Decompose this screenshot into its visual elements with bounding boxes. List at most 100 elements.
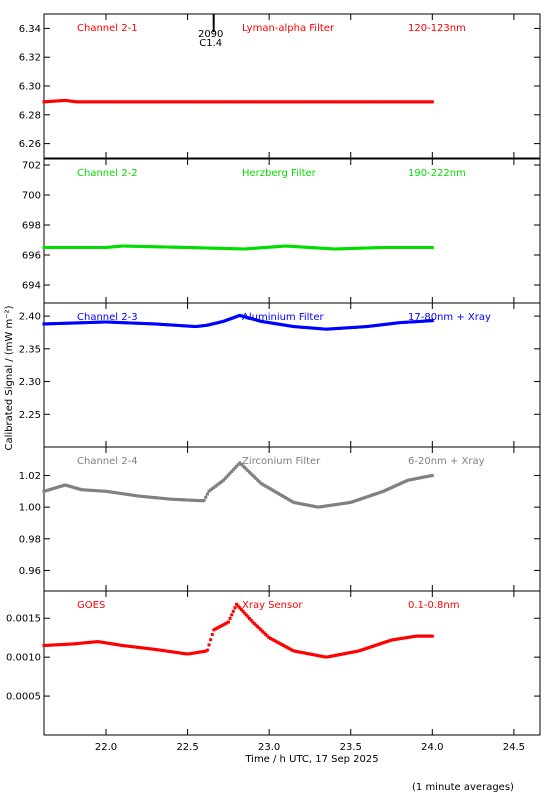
data-point	[84, 100, 88, 104]
data-point	[235, 247, 239, 251]
data-point	[214, 246, 218, 250]
data-point	[338, 247, 342, 251]
data-point	[147, 647, 151, 651]
data-point	[408, 246, 412, 249]
data-point	[430, 473, 434, 477]
data-point	[58, 99, 62, 103]
data-point	[425, 474, 429, 478]
data-point	[141, 321, 145, 325]
data-point	[281, 244, 285, 248]
event-marker-number: 2090	[198, 29, 223, 40]
data-point	[73, 642, 77, 646]
data-point	[283, 100, 287, 104]
data-point	[52, 486, 56, 490]
data-point	[346, 651, 350, 655]
data-point	[319, 654, 323, 658]
data-point	[226, 100, 230, 104]
data-point	[369, 324, 373, 328]
data-point	[121, 321, 125, 325]
data-point	[235, 464, 239, 468]
data-point	[212, 100, 216, 104]
data-point	[425, 319, 429, 323]
y-tick-label: 0.0010	[6, 653, 41, 664]
data-point	[112, 490, 116, 494]
data-point	[299, 650, 303, 654]
data-point	[78, 321, 82, 325]
data-point	[207, 643, 211, 647]
data-point	[299, 100, 303, 104]
data-point	[196, 246, 200, 250]
data-point	[332, 503, 336, 507]
data-point	[298, 245, 302, 249]
data-point	[349, 246, 353, 250]
data-point	[139, 244, 143, 248]
data-point	[341, 326, 345, 330]
data-point	[150, 495, 154, 499]
data-point	[144, 322, 148, 326]
data-point	[351, 650, 355, 654]
data-point	[196, 100, 200, 104]
data-point	[341, 652, 345, 656]
data-point	[231, 100, 235, 104]
data-point	[338, 653, 342, 657]
data-point	[225, 475, 229, 479]
data-point	[372, 100, 376, 104]
data-point	[167, 323, 171, 327]
data-point	[82, 488, 86, 492]
data-point	[170, 323, 174, 327]
data-point	[197, 499, 201, 503]
data-point	[112, 245, 116, 249]
data-point	[239, 247, 243, 251]
data-point	[353, 650, 357, 654]
data-point	[162, 496, 166, 500]
data-point	[302, 100, 306, 104]
data-point	[369, 246, 373, 250]
data-point	[411, 100, 415, 104]
data-point	[228, 100, 232, 104]
data-point	[63, 246, 67, 249]
data-point	[395, 246, 399, 249]
data-point	[273, 245, 277, 249]
data-point	[246, 469, 250, 473]
data-point	[247, 100, 251, 104]
data-point	[192, 100, 196, 104]
data-point	[91, 488, 95, 492]
data-point	[288, 100, 292, 104]
data-point	[400, 636, 404, 640]
data-point	[259, 481, 263, 485]
data-point	[226, 620, 230, 624]
data-point	[272, 245, 276, 249]
data-point	[131, 493, 135, 497]
data-point	[328, 100, 332, 104]
data-point	[60, 321, 64, 325]
data-point	[408, 100, 412, 104]
data-point	[417, 476, 421, 480]
data-point	[94, 320, 98, 324]
data-point	[422, 634, 426, 638]
data-point	[246, 247, 250, 251]
data-point	[197, 100, 201, 104]
data-point	[125, 492, 129, 496]
data-point	[183, 245, 187, 249]
data-point	[113, 642, 117, 646]
data-point	[330, 247, 334, 251]
data-point	[180, 498, 184, 502]
data-point	[406, 635, 410, 639]
data-point	[183, 498, 187, 502]
data-point	[375, 643, 379, 647]
data-point	[267, 245, 271, 249]
data-point	[307, 503, 311, 507]
data-point	[142, 322, 146, 326]
data-point	[181, 245, 185, 249]
data-point	[272, 100, 276, 104]
data-point	[171, 245, 175, 249]
data-point	[294, 649, 298, 653]
data-point	[158, 100, 162, 104]
data-point	[146, 495, 150, 499]
data-point	[165, 323, 169, 327]
data-point	[283, 644, 287, 648]
data-point	[401, 480, 405, 484]
data-point	[215, 100, 219, 104]
data-point	[147, 322, 151, 326]
data-point	[136, 244, 140, 248]
